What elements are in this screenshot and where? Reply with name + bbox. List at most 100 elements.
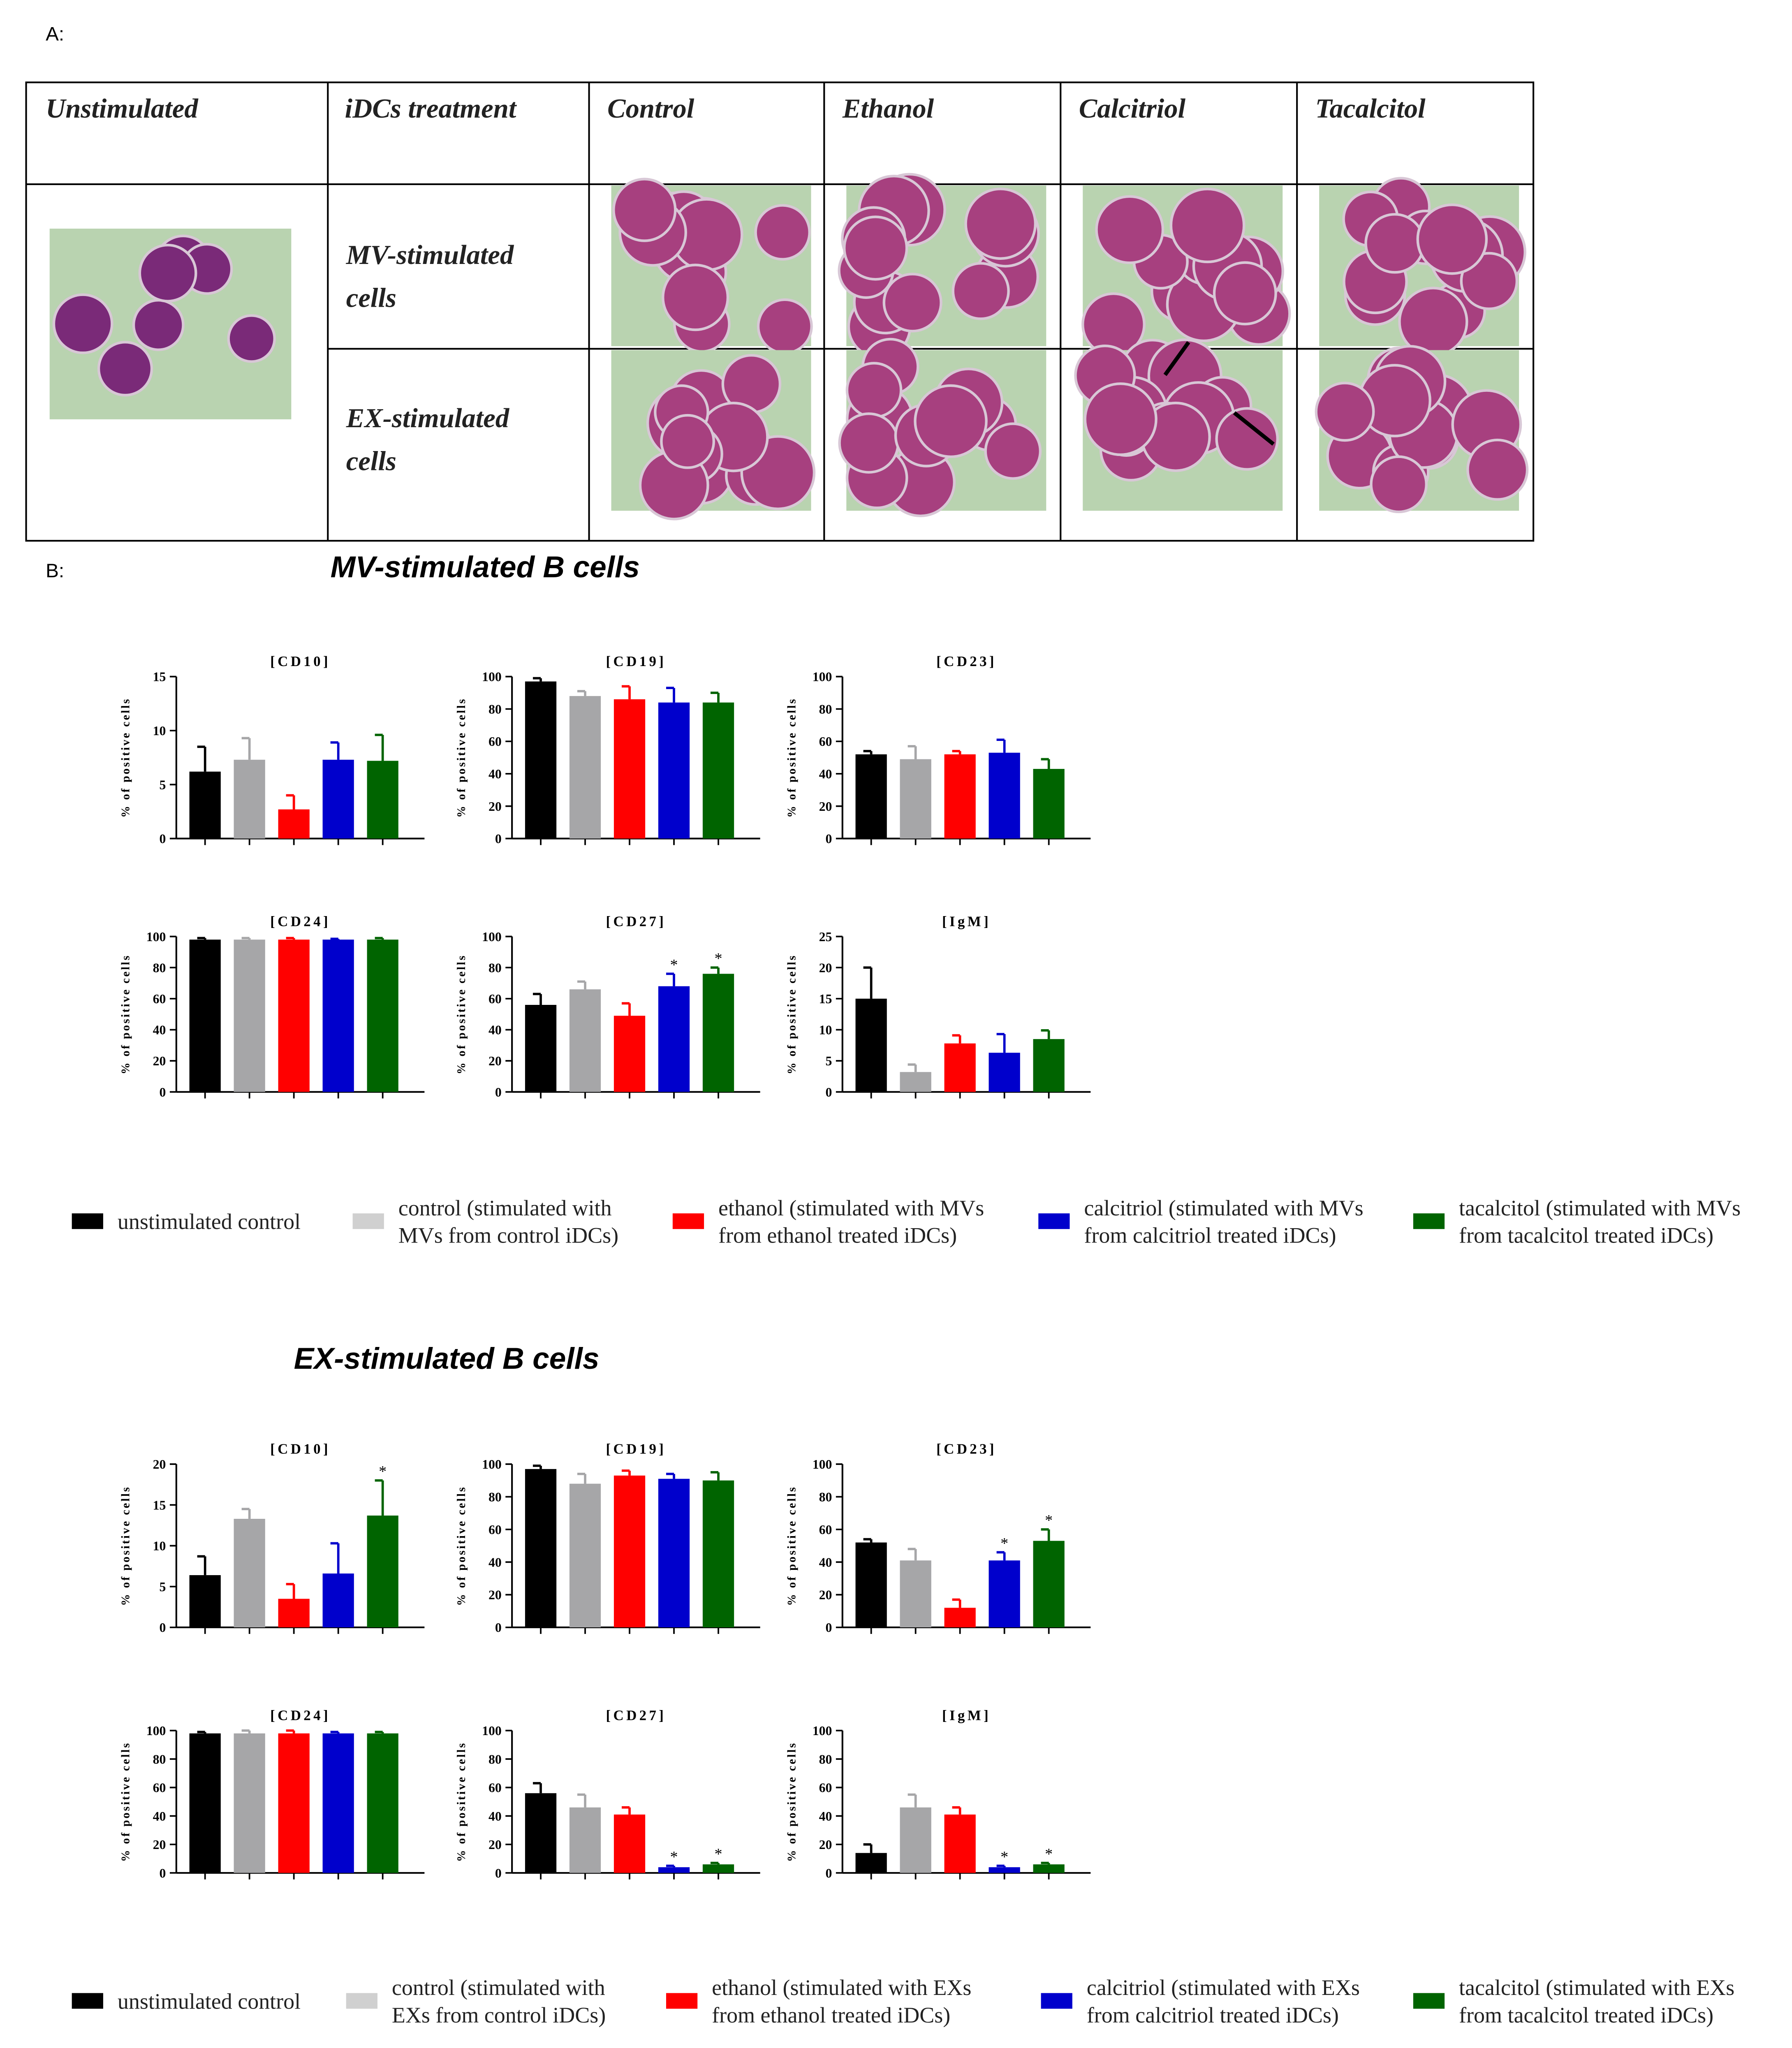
y-tick-label: 100 [813, 1457, 832, 1472]
y-tick-label: 10 [153, 724, 166, 738]
y-axis-label: % of positive cells [119, 1742, 132, 1862]
legend-swatch [1038, 1213, 1070, 1229]
significance: * [1045, 1845, 1053, 1863]
bar [367, 761, 398, 839]
y-tick-label: 100 [482, 1724, 502, 1738]
y-tick-label: 60 [819, 1781, 832, 1795]
chart-title: [CD23] [936, 653, 997, 669]
bar [614, 1475, 646, 1627]
cell [662, 264, 729, 331]
significance: * [1000, 1535, 1008, 1552]
bar [944, 1608, 976, 1627]
bar [367, 1733, 398, 1873]
y-tick-label: 20 [489, 1054, 502, 1068]
y-tick-label: 60 [819, 1523, 832, 1537]
y-tick-label: 40 [153, 1809, 166, 1824]
y-tick-label: 80 [489, 702, 502, 716]
row-label: cells [346, 447, 396, 477]
bar [989, 1053, 1020, 1092]
bar [234, 1518, 265, 1627]
bar [614, 1016, 646, 1092]
bar [702, 1480, 734, 1627]
bar [614, 1814, 646, 1873]
bar [525, 1469, 557, 1627]
y-axis-label: % of positive cells [119, 954, 132, 1074]
y-axis-label: % of positive cells [785, 1486, 798, 1606]
legend-label: unstimulated control [118, 1209, 301, 1234]
chart-title: [CD27] [606, 913, 667, 929]
y-tick-label: 80 [489, 1752, 502, 1766]
significance: * [1045, 1512, 1053, 1529]
cell [964, 187, 1037, 260]
bar [322, 940, 354, 1092]
cell [97, 341, 153, 397]
y-tick-label: 60 [153, 992, 166, 1006]
bar [944, 1043, 976, 1092]
bar [525, 681, 557, 839]
bar [569, 1483, 601, 1627]
y-tick-label: 0 [495, 1866, 502, 1880]
legend-label: EXs from control iDCs) [392, 2003, 606, 2027]
chart-title: [CD10] [270, 653, 331, 669]
cell [1460, 252, 1519, 310]
y-tick-label: 5 [825, 1054, 832, 1068]
chart-title: [CD19] [606, 1441, 667, 1457]
cell [845, 362, 903, 419]
y-tick-label: 0 [160, 1085, 166, 1099]
y-tick-label: 10 [153, 1539, 166, 1553]
cell [660, 414, 715, 469]
cell [1095, 195, 1165, 264]
bar [367, 1516, 398, 1627]
chart-title: [IgM] [942, 913, 991, 929]
y-tick-label: 5 [160, 1580, 166, 1594]
bar [658, 702, 690, 839]
chart-title: [CD24] [270, 913, 331, 929]
chart-title: [CD10] [270, 1441, 331, 1457]
legend-label: from calcitriol treated iDCs) [1087, 2003, 1339, 2027]
bar [900, 1560, 931, 1627]
legend-label: calcitriol (stimulated with EXs [1087, 1975, 1360, 2000]
y-tick-label: 5 [160, 778, 166, 792]
y-tick-label: 80 [153, 960, 166, 975]
bar [1033, 769, 1065, 839]
legend-label: ethanol (stimulated with EXs [712, 1975, 971, 2000]
y-tick-label: 20 [489, 799, 502, 814]
bar [989, 1867, 1020, 1873]
cell [1215, 407, 1279, 471]
y-tick-label: 80 [153, 1752, 166, 1766]
bar [658, 986, 690, 1092]
y-tick-label: 0 [495, 1620, 502, 1635]
arrow [1163, 341, 1190, 376]
y-tick-label: 0 [825, 1866, 832, 1880]
y-tick-label: 40 [819, 1809, 832, 1824]
y-tick-label: 40 [153, 1023, 166, 1037]
y-tick-label: 80 [489, 1490, 502, 1504]
y-tick-label: 40 [489, 767, 502, 781]
bar [855, 754, 887, 839]
y-tick-label: 60 [489, 1781, 502, 1795]
y-tick-label: 40 [489, 1809, 502, 1824]
bar [702, 974, 734, 1092]
bar [658, 1479, 690, 1627]
y-tick-label: 20 [153, 1837, 166, 1852]
bar [900, 759, 931, 839]
legend-swatch [346, 1993, 377, 2009]
chart-title: [CD27] [606, 1708, 667, 1724]
y-tick-label: 20 [153, 1457, 166, 1472]
y-tick-label: 60 [489, 1523, 502, 1537]
y-tick-label: 20 [819, 1588, 832, 1602]
y-tick-label: 100 [813, 670, 832, 684]
legend-label: ethanol (stimulated with MVs [718, 1196, 984, 1220]
legend-label: calcitriol (stimulated with MVs [1084, 1196, 1363, 1220]
cell [138, 243, 197, 303]
legend-swatch [1413, 1213, 1445, 1229]
y-axis-label: % of positive cells [785, 697, 798, 817]
bar [278, 1599, 310, 1627]
bar [525, 1004, 557, 1092]
cell [1364, 213, 1425, 274]
bar [989, 752, 1020, 839]
row-label: MV-stimulated [346, 240, 514, 270]
y-axis-label: % of positive cells [785, 954, 798, 1074]
section-title: MV-stimulated B cells [331, 551, 640, 584]
y-axis-label: % of positive cells [455, 697, 468, 817]
